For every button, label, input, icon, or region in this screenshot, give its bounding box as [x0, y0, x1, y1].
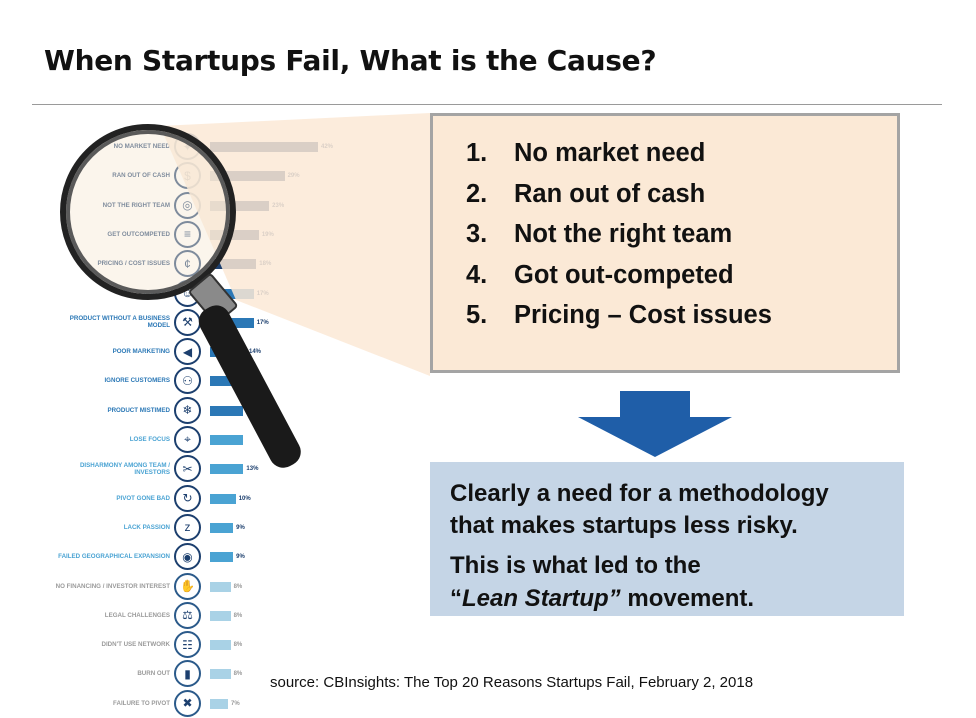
failure-icon: ✖ — [174, 689, 201, 717]
chart-bar — [210, 581, 231, 592]
chart-category-label: POOR MARKETING — [112, 348, 170, 356]
chart-row: LEGAL CHALLENGES ⚖ 8% — [88, 601, 348, 630]
top-reason-item: 5. Pricing – Cost issues — [466, 299, 772, 340]
chart-value-label: 14% — [249, 349, 262, 356]
chart-value-label: 8% — [233, 583, 243, 590]
chart-row: DIDN'T USE NETWORK ☷ 8% — [88, 630, 348, 659]
top-reason-number: 2. — [466, 179, 488, 208]
top-reason-item: 4. Got out-competed — [466, 259, 772, 300]
top-reason-text: Not the right team — [514, 220, 733, 249]
conclusion-box: Clearly a need for a methodology that ma… — [430, 462, 904, 616]
chart-category-label: PIVOT GONE BAD — [116, 494, 170, 502]
chart-category-label: FAILURE TO PIVOT — [113, 699, 170, 707]
chart-category-label: BURN OUT — [137, 670, 170, 678]
top-reasons-list: 1. No market need 2. Ran out of cash 3. Not t… — [466, 137, 772, 340]
chart-bar — [210, 640, 231, 651]
chart-row: DISHARMONY AMONG TEAM / INVESTORS ✂ 13% — [80, 454, 348, 483]
sleep-icon: z — [174, 513, 201, 541]
conclusion-line-4: “Lean Startup” movement. — [450, 583, 754, 615]
chart-value-label: 8% — [233, 612, 243, 619]
top-reason-text: Pricing – Cost issues — [514, 301, 772, 330]
chart-bar — [210, 435, 244, 445]
chart-value-label: 7% — [231, 700, 240, 707]
top-reason-number: 5. — [466, 301, 488, 330]
chart-bar — [210, 493, 236, 504]
chart-category-label: LACK PASSION — [123, 523, 170, 531]
top-reason-item: 1. No market need — [466, 137, 772, 178]
chart-row: FAILURE TO PIVOT ✖ 7% — [88, 689, 348, 718]
source-citation: source: CBInsights: The Top 20 Reasons S… — [270, 674, 754, 691]
quote-open: “ — [450, 585, 462, 612]
chart-row: BURN OUT ▮ 8% — [88, 659, 348, 688]
chart-row: PRODUCT MISTIMED ❄ — [88, 396, 348, 425]
chart-row: PIVOT GONE BAD ↻ 10% — [88, 484, 348, 513]
scissors-icon: ✂ — [174, 455, 201, 483]
lean-startup-emphasis: Lean Startup” — [462, 585, 621, 612]
chart-category-label: IGNORE CUSTOMERS — [104, 377, 170, 385]
top-reasons-box — [430, 113, 900, 373]
title-divider — [32, 104, 942, 105]
slide-title: When Startups Fail, What is the Cause? — [44, 44, 657, 77]
chart-category-label: NO FINANCING / INVESTOR INTEREST — [55, 582, 170, 590]
chart-category-label: LOSE FOCUS — [129, 436, 170, 443]
chart-category-label: PRODUCT WITHOUT A BUSINESS MODEL — [69, 315, 170, 330]
chart-value-label: 10% — [238, 495, 251, 502]
chart-bar — [210, 522, 234, 533]
chart-bar — [210, 669, 231, 680]
megaphone-icon: ◀ — [174, 338, 201, 366]
chart-value-label: 9% — [236, 524, 245, 531]
top-reason-text: No market need — [514, 139, 706, 167]
conclusion-line-3: This is what led to the — [450, 552, 701, 579]
network-icon: ☷ — [174, 631, 201, 659]
top-reason-number: 1. — [466, 139, 488, 167]
chart-value-label: 17% — [256, 319, 269, 326]
chart-category-label: DIDN'T USE NETWORK — [101, 641, 170, 649]
chart-bar — [210, 552, 234, 563]
movement-text: movement. — [620, 585, 755, 612]
top-reason-text: Ran out of cash — [514, 179, 706, 208]
handshake-icon: ✋ — [174, 572, 201, 600]
top-reason-number: 3. — [466, 220, 488, 249]
pivot-icon: ↻ — [174, 484, 201, 512]
chart-bar — [210, 405, 244, 416]
location-pin-icon: ◉ — [174, 543, 201, 571]
battery-icon: ▮ — [174, 660, 201, 688]
chart-category-label: DISHARMONY AMONG TEAM / INVESTORS — [79, 461, 170, 476]
chart-bar — [210, 698, 228, 709]
conclusion-line-1: Clearly a need for a methodology — [450, 480, 829, 507]
chart-row: LACK PASSION z 9% — [88, 513, 348, 542]
top-reason-item: 3. Not the right team — [466, 218, 772, 259]
gavel-icon: ⚖ — [174, 601, 201, 629]
chart-category-label: PRODUCT MISTIMED — [107, 406, 170, 414]
chart-bar — [210, 464, 244, 475]
top-reason-item: 2. Ran out of cash — [466, 178, 772, 219]
chart-bar — [210, 610, 231, 621]
chart-value-label: 8% — [233, 642, 243, 649]
chart-value-label: 8% — [233, 671, 243, 678]
chart-row: PRODUCT WITHOUT A BUSINESS MODEL ⚒ 17% — [70, 308, 348, 337]
crowd-icon: ⚇ — [174, 367, 201, 395]
magnifying-glass-lens — [60, 124, 236, 300]
chart-category-label: LEGAL CHALLENGES — [104, 611, 170, 619]
top-reason-number: 4. — [466, 260, 488, 289]
chart-row: LOSE FOCUS ⌖ — [88, 425, 348, 454]
snowflake-icon: ❄ — [174, 396, 201, 424]
chart-value-label: 13% — [246, 466, 259, 473]
chart-bar — [210, 288, 254, 299]
chart-category-label: FAILED GEOGRAPHICAL EXPANSION — [58, 553, 170, 561]
conclusion-line-2: that makes startups less risky. — [450, 512, 798, 539]
top-reason-text: Got out-competed — [514, 260, 734, 289]
chart-row: FAILED GEOGRAPHICAL EXPANSION ◉ 9% — [58, 542, 348, 571]
compass-icon: ⌖ — [174, 426, 201, 453]
chart-row: NO FINANCING / INVESTOR INTEREST ✋ 8% — [56, 572, 348, 601]
chart-value-label: 9% — [236, 554, 245, 561]
down-arrow-icon — [578, 391, 732, 457]
